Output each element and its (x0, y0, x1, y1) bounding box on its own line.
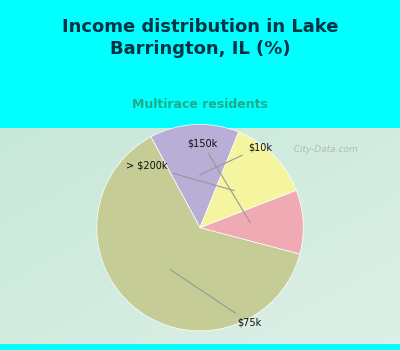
Wedge shape (97, 137, 300, 331)
Text: $75k: $75k (170, 270, 262, 328)
Wedge shape (151, 125, 239, 228)
Wedge shape (200, 190, 303, 254)
Text: Multirace residents: Multirace residents (132, 98, 268, 111)
Text: $10k: $10k (200, 142, 272, 175)
Text: City-Data.com: City-Data.com (288, 146, 358, 154)
Text: > $200k: > $200k (126, 161, 234, 191)
Text: Income distribution in Lake
Barrington, IL (%): Income distribution in Lake Barrington, … (62, 18, 338, 58)
Wedge shape (200, 132, 296, 228)
Text: $150k: $150k (187, 138, 250, 222)
Bar (0, 344, 400, 350)
